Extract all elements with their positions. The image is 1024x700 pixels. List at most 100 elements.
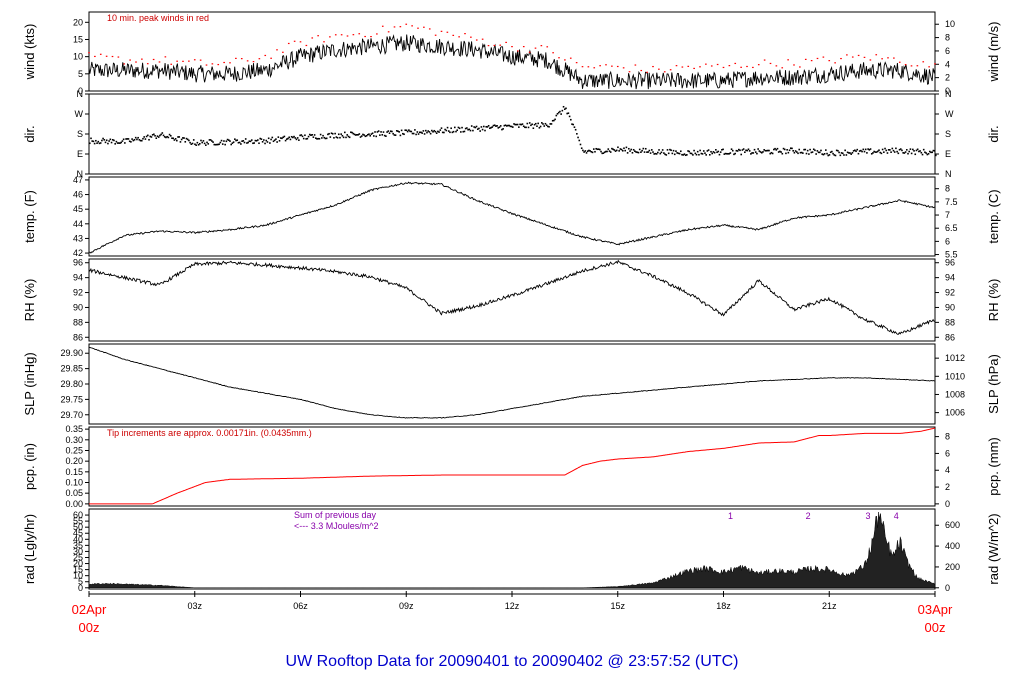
dir-dir-point — [421, 132, 423, 134]
wind-peak-point — [428, 28, 431, 30]
dir-dir-point — [710, 150, 712, 153]
dir-dir-point — [652, 151, 654, 153]
dir-dir-point — [686, 154, 688, 156]
dir-dir-point — [862, 148, 865, 151]
dir-dir-point — [799, 151, 802, 154]
wind-peak-point — [199, 59, 202, 61]
dir-dir-point — [388, 132, 391, 135]
wind-peak-point — [481, 38, 484, 40]
dir-dir-point — [99, 142, 102, 144]
dir-dir-point — [847, 152, 850, 154]
wind-peak-point — [710, 65, 713, 67]
dir-dir-point — [389, 130, 392, 132]
dir-left-tick-label: E — [77, 149, 83, 159]
pcp-left-tick-label: 0.00 — [65, 499, 83, 509]
wind-left-tick-label: 5 — [78, 69, 83, 79]
wind-peak-point — [105, 55, 108, 57]
dir-dir-point — [918, 150, 920, 153]
temp-right-tick-label: 6.5 — [945, 223, 958, 233]
dir-dir-point — [765, 149, 768, 152]
dir-dir-point — [452, 130, 455, 133]
dir-dir-point — [255, 139, 258, 142]
dir-dir-point — [823, 153, 826, 155]
wind-peak-point — [851, 56, 854, 58]
dir-dir-point — [760, 151, 763, 154]
dir-dir-point — [931, 151, 933, 154]
dir-dir-point — [487, 124, 490, 127]
dir-dir-point — [202, 140, 205, 142]
dir-dir-point — [179, 141, 182, 143]
wind-peak-point — [164, 56, 167, 58]
dir-dir-point — [797, 152, 799, 155]
rad-right-tick-label: 400 — [945, 541, 960, 551]
dir-dir-point — [716, 151, 718, 154]
dir-dir-point — [706, 150, 709, 152]
dir-dir-point — [402, 132, 404, 135]
dir-dir-point — [802, 152, 804, 154]
wind-peak-point — [728, 65, 731, 67]
dir-dir-point — [230, 143, 233, 146]
dir-dir-point — [620, 148, 623, 151]
dir-dir-point — [897, 152, 900, 155]
dir-dir-point — [263, 139, 265, 141]
dir-dir-point — [682, 154, 685, 156]
dir-dir-point — [352, 132, 355, 135]
dir-dir-point — [665, 154, 668, 156]
wind-peak-point — [352, 34, 355, 36]
dir-dir-point — [144, 138, 147, 140]
dir-dir-point — [872, 152, 874, 154]
dir-dir-point — [636, 151, 639, 154]
wind-peak-point — [546, 46, 549, 48]
dir-dir-point — [528, 122, 531, 124]
dir-dir-point — [102, 137, 104, 140]
dir-right-tick-label: S — [945, 129, 951, 139]
dir-dir-point — [711, 152, 714, 155]
wind-peak-point — [94, 55, 96, 58]
dir-dir-point — [236, 139, 239, 141]
wind-peak-point — [340, 34, 343, 36]
dir-dir-point — [530, 124, 532, 127]
dir-dir-point — [840, 152, 843, 154]
dir-dir-point — [542, 123, 544, 125]
dir-right-tick-label: N — [945, 89, 952, 99]
wind-peak-point — [569, 57, 572, 59]
dir-dir-point — [387, 130, 390, 132]
dir-dir-point — [849, 152, 851, 154]
dir-dir-point — [225, 140, 228, 143]
dir-dir-point — [693, 149, 695, 152]
rad-right-tick-label: 600 — [945, 520, 960, 530]
dir-dir-point — [200, 139, 202, 142]
dir-dir-point — [589, 150, 591, 152]
dir-dir-point — [491, 126, 494, 128]
wind-left-tick-label: 10 — [73, 52, 83, 62]
dir-dir-point — [98, 142, 101, 145]
temp-left-tick-label: 47 — [73, 175, 83, 185]
dir-dir-point — [156, 135, 159, 137]
dir-dir-point — [592, 148, 595, 150]
dir-dir-point — [579, 143, 582, 146]
dir-dir-point — [896, 150, 898, 153]
dir-dir-point — [869, 148, 872, 150]
dir-dir-point — [902, 152, 904, 154]
dir-dir-point — [527, 126, 530, 129]
dir-dir-point — [168, 133, 171, 136]
dir-dir-point — [428, 131, 431, 133]
rad-ylabel-left: rad (Lgly/hr) — [22, 514, 37, 584]
dir-dir-point — [594, 150, 596, 153]
dir-dir-point — [626, 152, 629, 154]
dir-dir-point — [921, 153, 924, 156]
dir-dir-point — [188, 139, 190, 142]
dir-dir-point — [265, 139, 268, 142]
dir-dir-point — [580, 147, 583, 150]
dir-dir-point — [464, 127, 467, 130]
dir-dir-point — [214, 143, 217, 146]
dir-dir-point — [833, 154, 836, 156]
wind-peak-point — [370, 35, 372, 38]
dir-dir-point — [762, 151, 764, 153]
rad-left-tick-label: 30 — [73, 546, 83, 556]
pcp-left-tick-label: 0.35 — [65, 424, 83, 434]
dir-dir-point — [539, 125, 542, 128]
wind-peak-point — [769, 62, 772, 65]
dir-dir-point — [657, 151, 659, 154]
wind-peak-point — [581, 66, 584, 68]
